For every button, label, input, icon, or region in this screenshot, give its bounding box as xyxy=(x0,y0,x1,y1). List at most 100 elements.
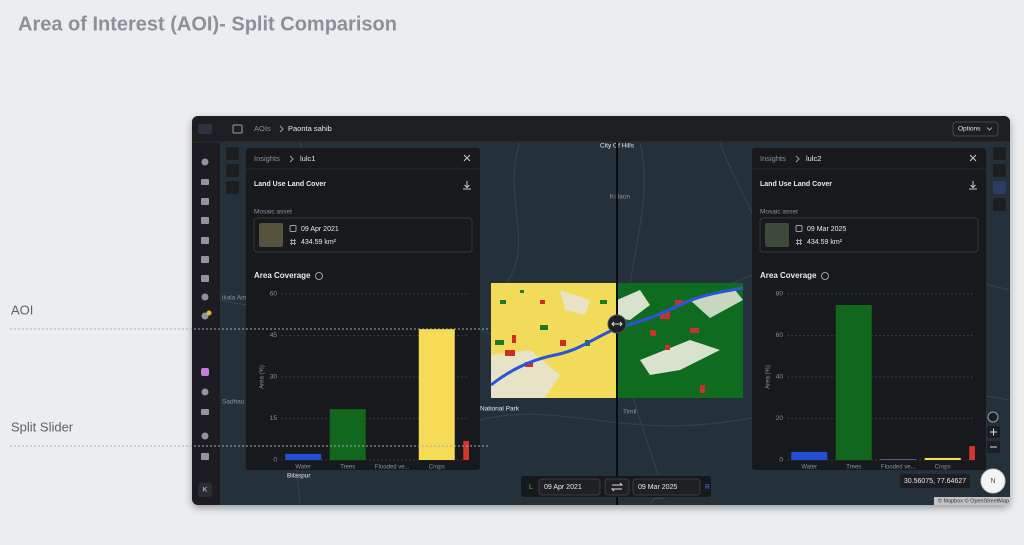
nav-icon[interactable] xyxy=(201,237,209,244)
badge xyxy=(206,310,212,316)
bar xyxy=(924,457,961,460)
y-axis-label: Area (%) xyxy=(766,365,772,389)
top-bar xyxy=(192,116,1010,142)
compass[interactable] xyxy=(980,468,1006,494)
asset-date: 09 Apr 2021 xyxy=(301,226,339,233)
nav-icon[interactable] xyxy=(201,158,209,166)
chevron xyxy=(795,155,800,163)
zoom-reset[interactable] xyxy=(987,411,999,423)
x-tick-label: Crops xyxy=(935,465,951,471)
attribution: © Mapbox © OpenStreetMap xyxy=(938,497,1009,504)
tool-button[interactable] xyxy=(226,164,239,177)
left-tag: L xyxy=(529,484,533,491)
bar xyxy=(969,446,975,460)
asset-label: Mosaic asset xyxy=(254,209,292,216)
tool-button[interactable] xyxy=(993,164,1006,177)
y-tick-label: 45 xyxy=(270,332,278,339)
y-tick-label: 60 xyxy=(776,332,784,339)
nav-icon[interactable] xyxy=(201,275,209,282)
map-label: National Park xyxy=(480,406,520,413)
y-tick-label: 30 xyxy=(270,374,278,381)
asset-label: Mosaic asset xyxy=(760,209,798,216)
date-value: 09 Mar 2025 xyxy=(638,484,677,491)
close-button[interactable] xyxy=(463,154,471,162)
panels: Insights lulc1 Land Use Land Cover Mosaic a… xyxy=(246,148,986,471)
calendar-icon xyxy=(795,225,803,232)
section-title: Land Use Land Cover xyxy=(760,181,832,188)
nav-icon[interactable] xyxy=(201,256,209,263)
y-tick-label: 0 xyxy=(779,457,783,464)
nav-icon[interactable] xyxy=(201,312,209,320)
tool-button[interactable] xyxy=(226,181,239,194)
lulc-raster-left xyxy=(490,283,618,398)
tool-button[interactable] xyxy=(993,198,1006,211)
swap-button[interactable] xyxy=(604,478,630,496)
panel-crumb[interactable]: Insights xyxy=(254,154,280,163)
x-tick-label: Flooded ve... xyxy=(375,465,410,471)
date-picker[interactable] xyxy=(632,478,701,496)
download-button[interactable] xyxy=(463,181,471,190)
panel-crumb[interactable]: Insights xyxy=(760,154,786,163)
panel-name: lulc2 xyxy=(806,154,821,163)
x-tick-label: Water xyxy=(295,465,311,471)
nav-icon[interactable] xyxy=(201,293,209,301)
bars xyxy=(285,329,469,460)
nav-icon[interactable] xyxy=(201,453,209,460)
nav-icon[interactable] xyxy=(201,388,209,396)
bar xyxy=(285,453,322,460)
calendar-icon xyxy=(289,225,297,232)
hash-icon xyxy=(796,239,802,245)
section-title: Land Use Land Cover xyxy=(254,181,326,188)
date-picker[interactable] xyxy=(538,478,601,496)
nav-icon[interactable] xyxy=(201,198,209,205)
breadcrumb: Paonta sahib xyxy=(288,124,332,133)
y-tick-label: 60 xyxy=(270,291,278,298)
compass-label: N xyxy=(990,478,995,485)
swap-icon xyxy=(610,482,624,492)
bar xyxy=(880,459,917,460)
y-tick-label: 20 xyxy=(776,415,784,422)
bar xyxy=(791,451,828,460)
info-icon[interactable] xyxy=(821,272,829,280)
chevron xyxy=(289,155,294,163)
asset-card xyxy=(759,217,979,253)
avatar[interactable] xyxy=(198,483,212,497)
download-button[interactable] xyxy=(969,181,977,190)
plus xyxy=(990,428,997,436)
attribution-bg xyxy=(934,497,1010,505)
sidebar-toggle[interactable] xyxy=(232,124,243,134)
close-button[interactable] xyxy=(969,154,977,162)
tool-button[interactable] xyxy=(993,147,1006,160)
insights-panel: Insights lulc2 Land Use Land Cover Mosaic a… xyxy=(752,148,986,471)
breadcrumb[interactable]: AOIs xyxy=(254,124,271,133)
info-icon[interactable] xyxy=(315,272,323,280)
x-tick-label: Water xyxy=(801,465,817,471)
nav-icon[interactable] xyxy=(201,368,209,376)
page-title: Area of Interest (AOI)- Split Comparison xyxy=(18,13,397,35)
x-tick-label: Trees xyxy=(846,465,861,471)
insights-panel: Insights lulc1 Land Use Land Cover Mosaic a… xyxy=(246,148,480,471)
map-label: Bilaspur xyxy=(287,473,311,480)
asset-area: 434.59 km² xyxy=(807,239,843,246)
nav-icon[interactable] xyxy=(201,179,209,185)
y-axis-label: Area (%) xyxy=(260,365,266,389)
nav-icon[interactable] xyxy=(201,432,209,440)
handle-arrows xyxy=(611,321,623,327)
nav-icon[interactable] xyxy=(201,217,209,224)
asset-thumbnail xyxy=(765,223,789,247)
chart-title: Area Coverage xyxy=(760,271,817,280)
tool-button[interactable] xyxy=(993,181,1006,194)
callout-label: Split Slider xyxy=(11,419,74,434)
options-button[interactable] xyxy=(952,121,999,137)
nav-icon[interactable] xyxy=(201,409,209,415)
tool-button[interactable] xyxy=(226,147,239,160)
asset-thumbnail xyxy=(259,223,283,247)
date-value: 09 Apr 2021 xyxy=(544,484,582,491)
map-label: Sadhau xyxy=(222,399,245,406)
bar xyxy=(835,304,872,460)
map-label: Kolaon xyxy=(610,194,631,201)
y-tick-label: 80 xyxy=(776,291,784,298)
asset-area: 434.59 km² xyxy=(301,239,337,246)
